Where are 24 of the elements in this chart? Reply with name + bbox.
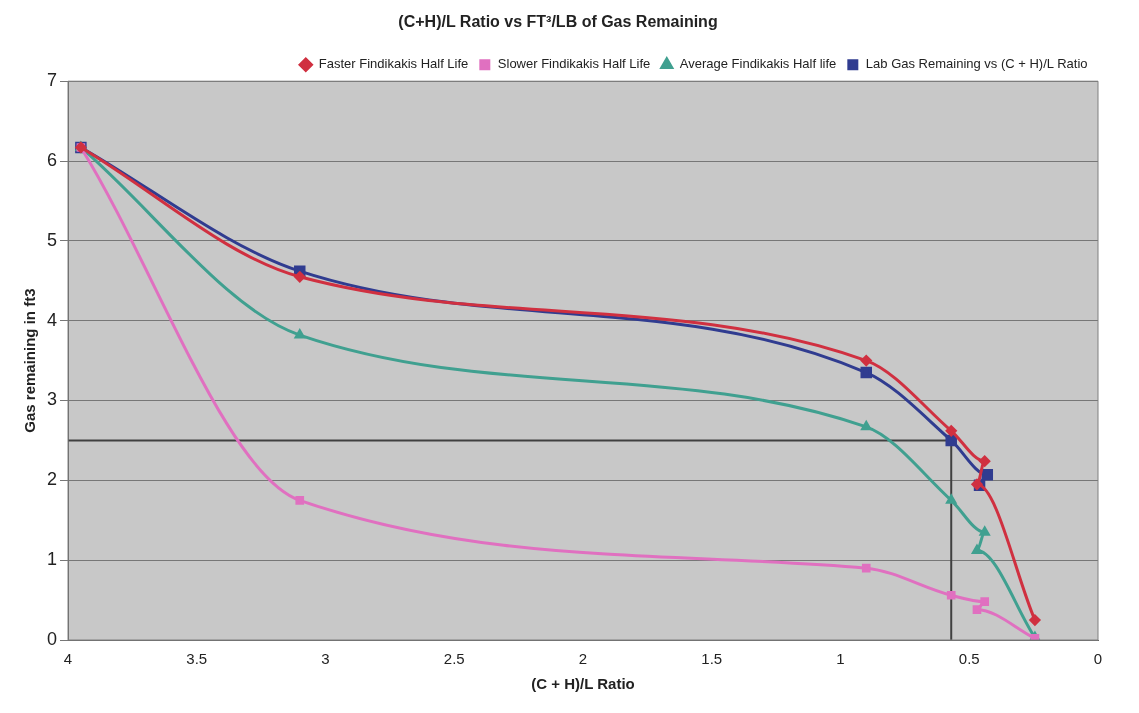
x-tick-label: 2.5 (443, 650, 465, 668)
x-tick-label: 0 (1093, 650, 1103, 668)
x-tick-label: 3 (321, 650, 330, 668)
y-tick-label: 3 (47, 389, 58, 410)
legend-label: Average Findikakis Half life (679, 56, 837, 72)
y-tick-label: 2 (47, 469, 58, 490)
x-tick-label: 1 (836, 650, 845, 668)
y-tick-label: 5 (47, 229, 58, 250)
y-tick-label: 1 (47, 549, 58, 570)
x-axis-title: (C + H)/L Ratio (531, 675, 635, 693)
x-tick-label: 0.5 (958, 650, 980, 668)
y-tick-label: 4 (47, 309, 58, 330)
x-tick-label: 1.5 (701, 650, 723, 668)
x-tick-label: 2 (578, 650, 588, 668)
chart-title: (C+H)/L Ratio vs FT³/LB of Gas Remaining (398, 13, 718, 31)
y-axis-title: Gas remaining in ft3 (21, 288, 39, 433)
x-tick-label: 3.5 (186, 650, 208, 668)
y-tick-label: 7 (47, 70, 58, 91)
legend-label: Slower Findikakis Half Life (497, 56, 651, 72)
legend-label: Lab Gas Remaining vs (C + H)/L Ratio (865, 56, 1088, 72)
y-tick-label: 6 (47, 150, 58, 170)
y-tick-label: 0 (47, 628, 58, 649)
x-tick-label: 4 (63, 650, 73, 668)
legend-label: Faster Findikakis Half Life (318, 56, 469, 72)
